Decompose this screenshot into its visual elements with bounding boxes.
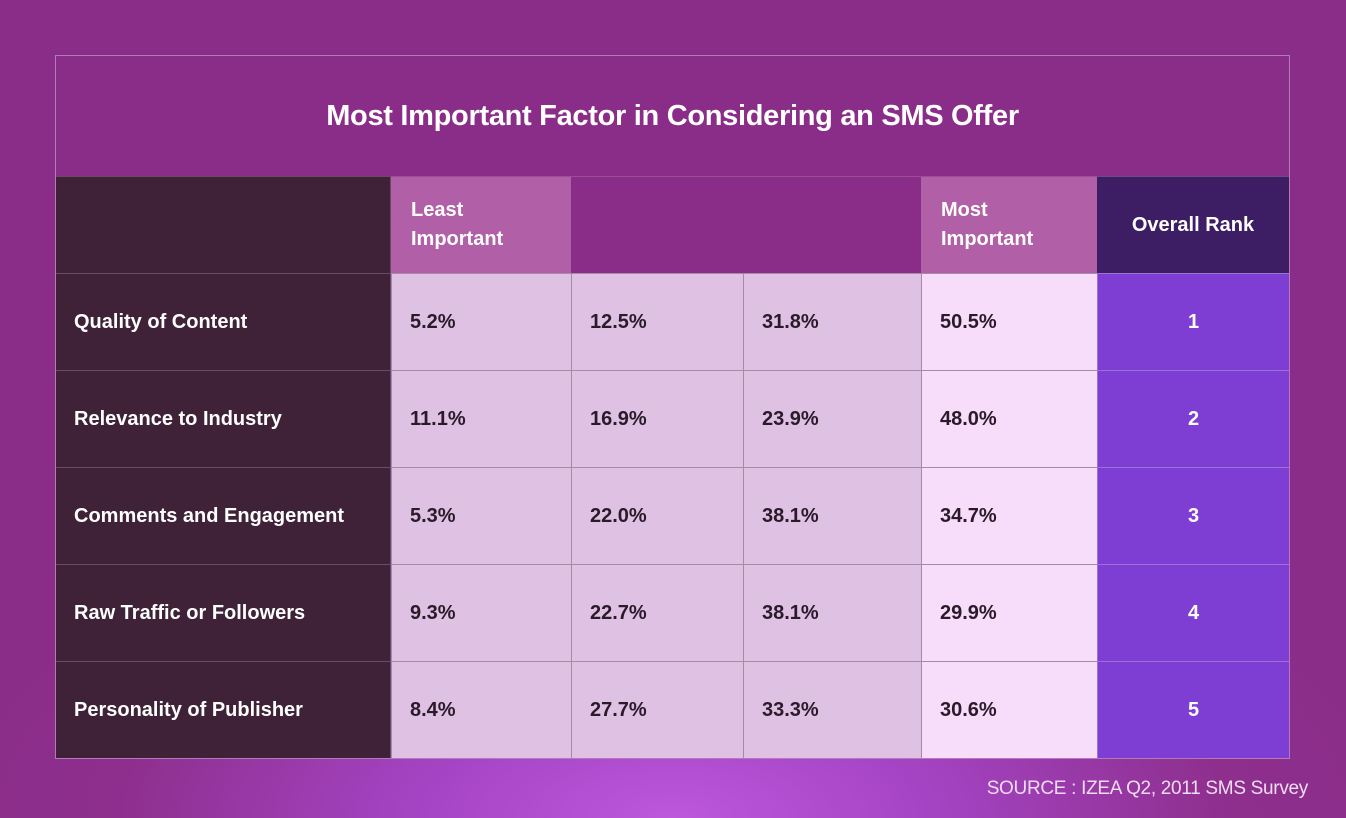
header-middle-cell (571, 176, 921, 273)
value-cell: 38.1% (743, 564, 921, 661)
value-cell: 5.2% (391, 273, 571, 370)
rank-cell: 1 (1097, 273, 1289, 370)
value-cell: 27.7% (571, 661, 743, 758)
row-label: Personality of Publisher (56, 661, 391, 758)
value-cell: 50.5% (921, 273, 1097, 370)
source-note: SOURCE : IZEA Q2, 2011 SMS Survey (986, 778, 1309, 799)
rank-cell: 5 (1097, 661, 1289, 758)
value-cell: 5.3% (391, 467, 571, 564)
header-least-important: Least Important (391, 176, 571, 273)
rank-cell: 3 (1097, 467, 1289, 564)
value-cell: 8.4% (391, 661, 571, 758)
row-label: Comments and Engagement (56, 467, 391, 564)
value-cell: 33.3% (743, 661, 921, 758)
value-cell: 30.6% (921, 661, 1097, 758)
value-cell: 9.3% (391, 564, 571, 661)
value-cell: 31.8% (743, 273, 921, 370)
value-cell: 34.7% (921, 467, 1097, 564)
data-table: Least Important Most Important Overall Ran… (56, 176, 1289, 758)
table-panel: Most Important Factor in Considering an … (55, 55, 1290, 759)
value-cell: 23.9% (743, 370, 921, 467)
value-cell: 29.9% (921, 564, 1097, 661)
value-cell: 12.5% (571, 273, 743, 370)
header-blank-cell (56, 176, 391, 273)
value-cell: 48.0% (921, 370, 1097, 467)
value-cell: 16.9% (571, 370, 743, 467)
row-label: Quality of Content (56, 273, 391, 370)
rank-cell: 4 (1097, 564, 1289, 661)
value-cell: 11.1% (391, 370, 571, 467)
header-most-important: Most Important (921, 176, 1097, 273)
chart-title: Most Important Factor in Considering an … (326, 99, 1019, 132)
row-label: Raw Traffic or Followers (56, 564, 391, 661)
rank-cell: 2 (1097, 370, 1289, 467)
row-label: Relevance to Industry (56, 370, 391, 467)
value-cell: 38.1% (743, 467, 921, 564)
value-cell: 22.0% (571, 467, 743, 564)
header-overall-rank: Overall Rank (1097, 176, 1289, 273)
value-cell: 22.7% (571, 564, 743, 661)
